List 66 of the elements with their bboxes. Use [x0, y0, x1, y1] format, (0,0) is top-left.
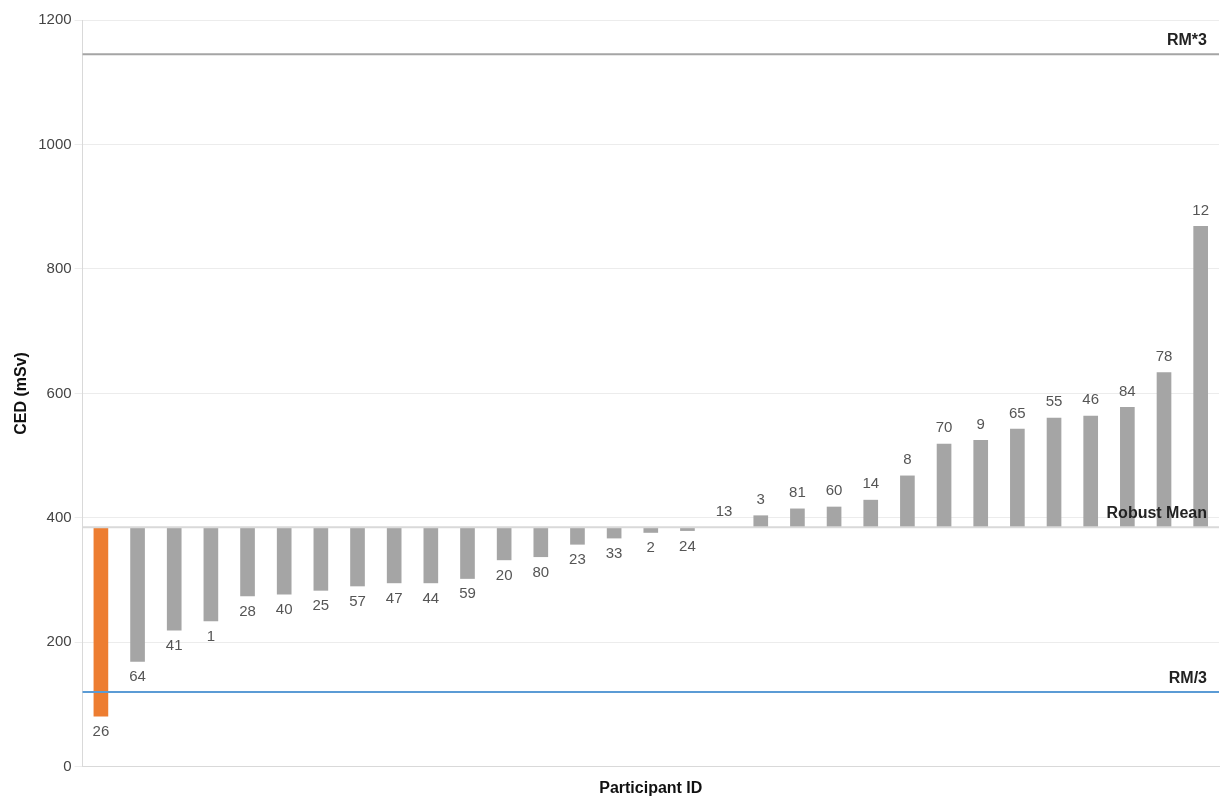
x-axis-title: Participant ID	[599, 778, 703, 796]
bar	[900, 475, 915, 528]
y-tick-label: 1200	[38, 10, 72, 28]
x-tick-label: 46	[1082, 390, 1100, 408]
ref-line-label: RM*3	[1166, 30, 1208, 48]
bar	[166, 527, 182, 631]
y-tick-label: 400	[46, 508, 72, 526]
bar	[973, 440, 989, 528]
x-tick-label: 8	[903, 450, 912, 468]
x-tick-label: 65	[1009, 403, 1026, 421]
x-tick-label: 59	[459, 584, 476, 602]
bar	[203, 527, 219, 622]
bar	[1083, 415, 1099, 528]
x-tick-label: 40	[275, 600, 293, 618]
x-tick-label: 81	[789, 483, 806, 501]
x-tick-label: 13	[715, 501, 733, 519]
x-tick-label: 60	[825, 481, 843, 499]
bar	[276, 527, 292, 595]
x-tick-label: 55	[1045, 392, 1063, 410]
bar	[753, 515, 769, 528]
x-tick-label: 9	[976, 414, 985, 432]
x-tick-label: 23	[569, 550, 586, 568]
bar	[863, 499, 879, 528]
x-tick-label: 24	[679, 536, 696, 554]
bar	[93, 527, 109, 717]
bar	[1046, 417, 1062, 528]
x-tick-label: 64	[129, 667, 146, 685]
y-tick-label: 0	[63, 756, 72, 774]
ref-line-label: Robust Mean	[1106, 503, 1207, 521]
x-tick-label: 70	[935, 418, 953, 436]
bar	[533, 527, 549, 558]
bar	[313, 527, 329, 591]
x-tick-label: 28	[239, 601, 256, 619]
x-tick-label: 12	[1192, 200, 1210, 218]
x-tick-label: 41	[165, 636, 183, 654]
bar	[1010, 428, 1025, 528]
bar	[570, 527, 585, 545]
bar	[790, 508, 805, 528]
x-tick-label: 3	[756, 490, 765, 508]
bar	[423, 527, 439, 584]
x-tick-label: 84	[1119, 381, 1136, 399]
x-tick-label: 47	[385, 588, 403, 606]
y-tick-label: 800	[46, 259, 72, 277]
bar	[350, 527, 365, 587]
x-tick-label: 44	[422, 588, 440, 606]
bar	[386, 527, 402, 584]
ref-line-label: RM/3	[1168, 668, 1208, 686]
bar	[936, 443, 952, 528]
y-tick-label: 600	[46, 383, 72, 401]
x-tick-label: 33	[605, 544, 623, 562]
x-tick-label: 20	[495, 565, 513, 583]
x-tick-label: 57	[349, 591, 366, 609]
x-tick-label: 25	[312, 596, 330, 614]
x-tick-label: 14	[862, 474, 880, 492]
x-tick-label: 78	[1155, 346, 1173, 364]
bar	[496, 527, 512, 561]
y-tick-label: 200	[46, 632, 72, 650]
bar	[240, 527, 255, 597]
x-tick-label: 2	[646, 538, 655, 556]
y-tick-label: 1000	[38, 134, 72, 152]
x-tick-label: 26	[92, 722, 110, 740]
y-axis-title: CED (mSv)	[12, 352, 30, 435]
x-tick-label: 80	[532, 562, 550, 580]
bar	[130, 527, 145, 662]
x-tick-label: 1	[206, 626, 216, 644]
bar	[460, 527, 475, 579]
